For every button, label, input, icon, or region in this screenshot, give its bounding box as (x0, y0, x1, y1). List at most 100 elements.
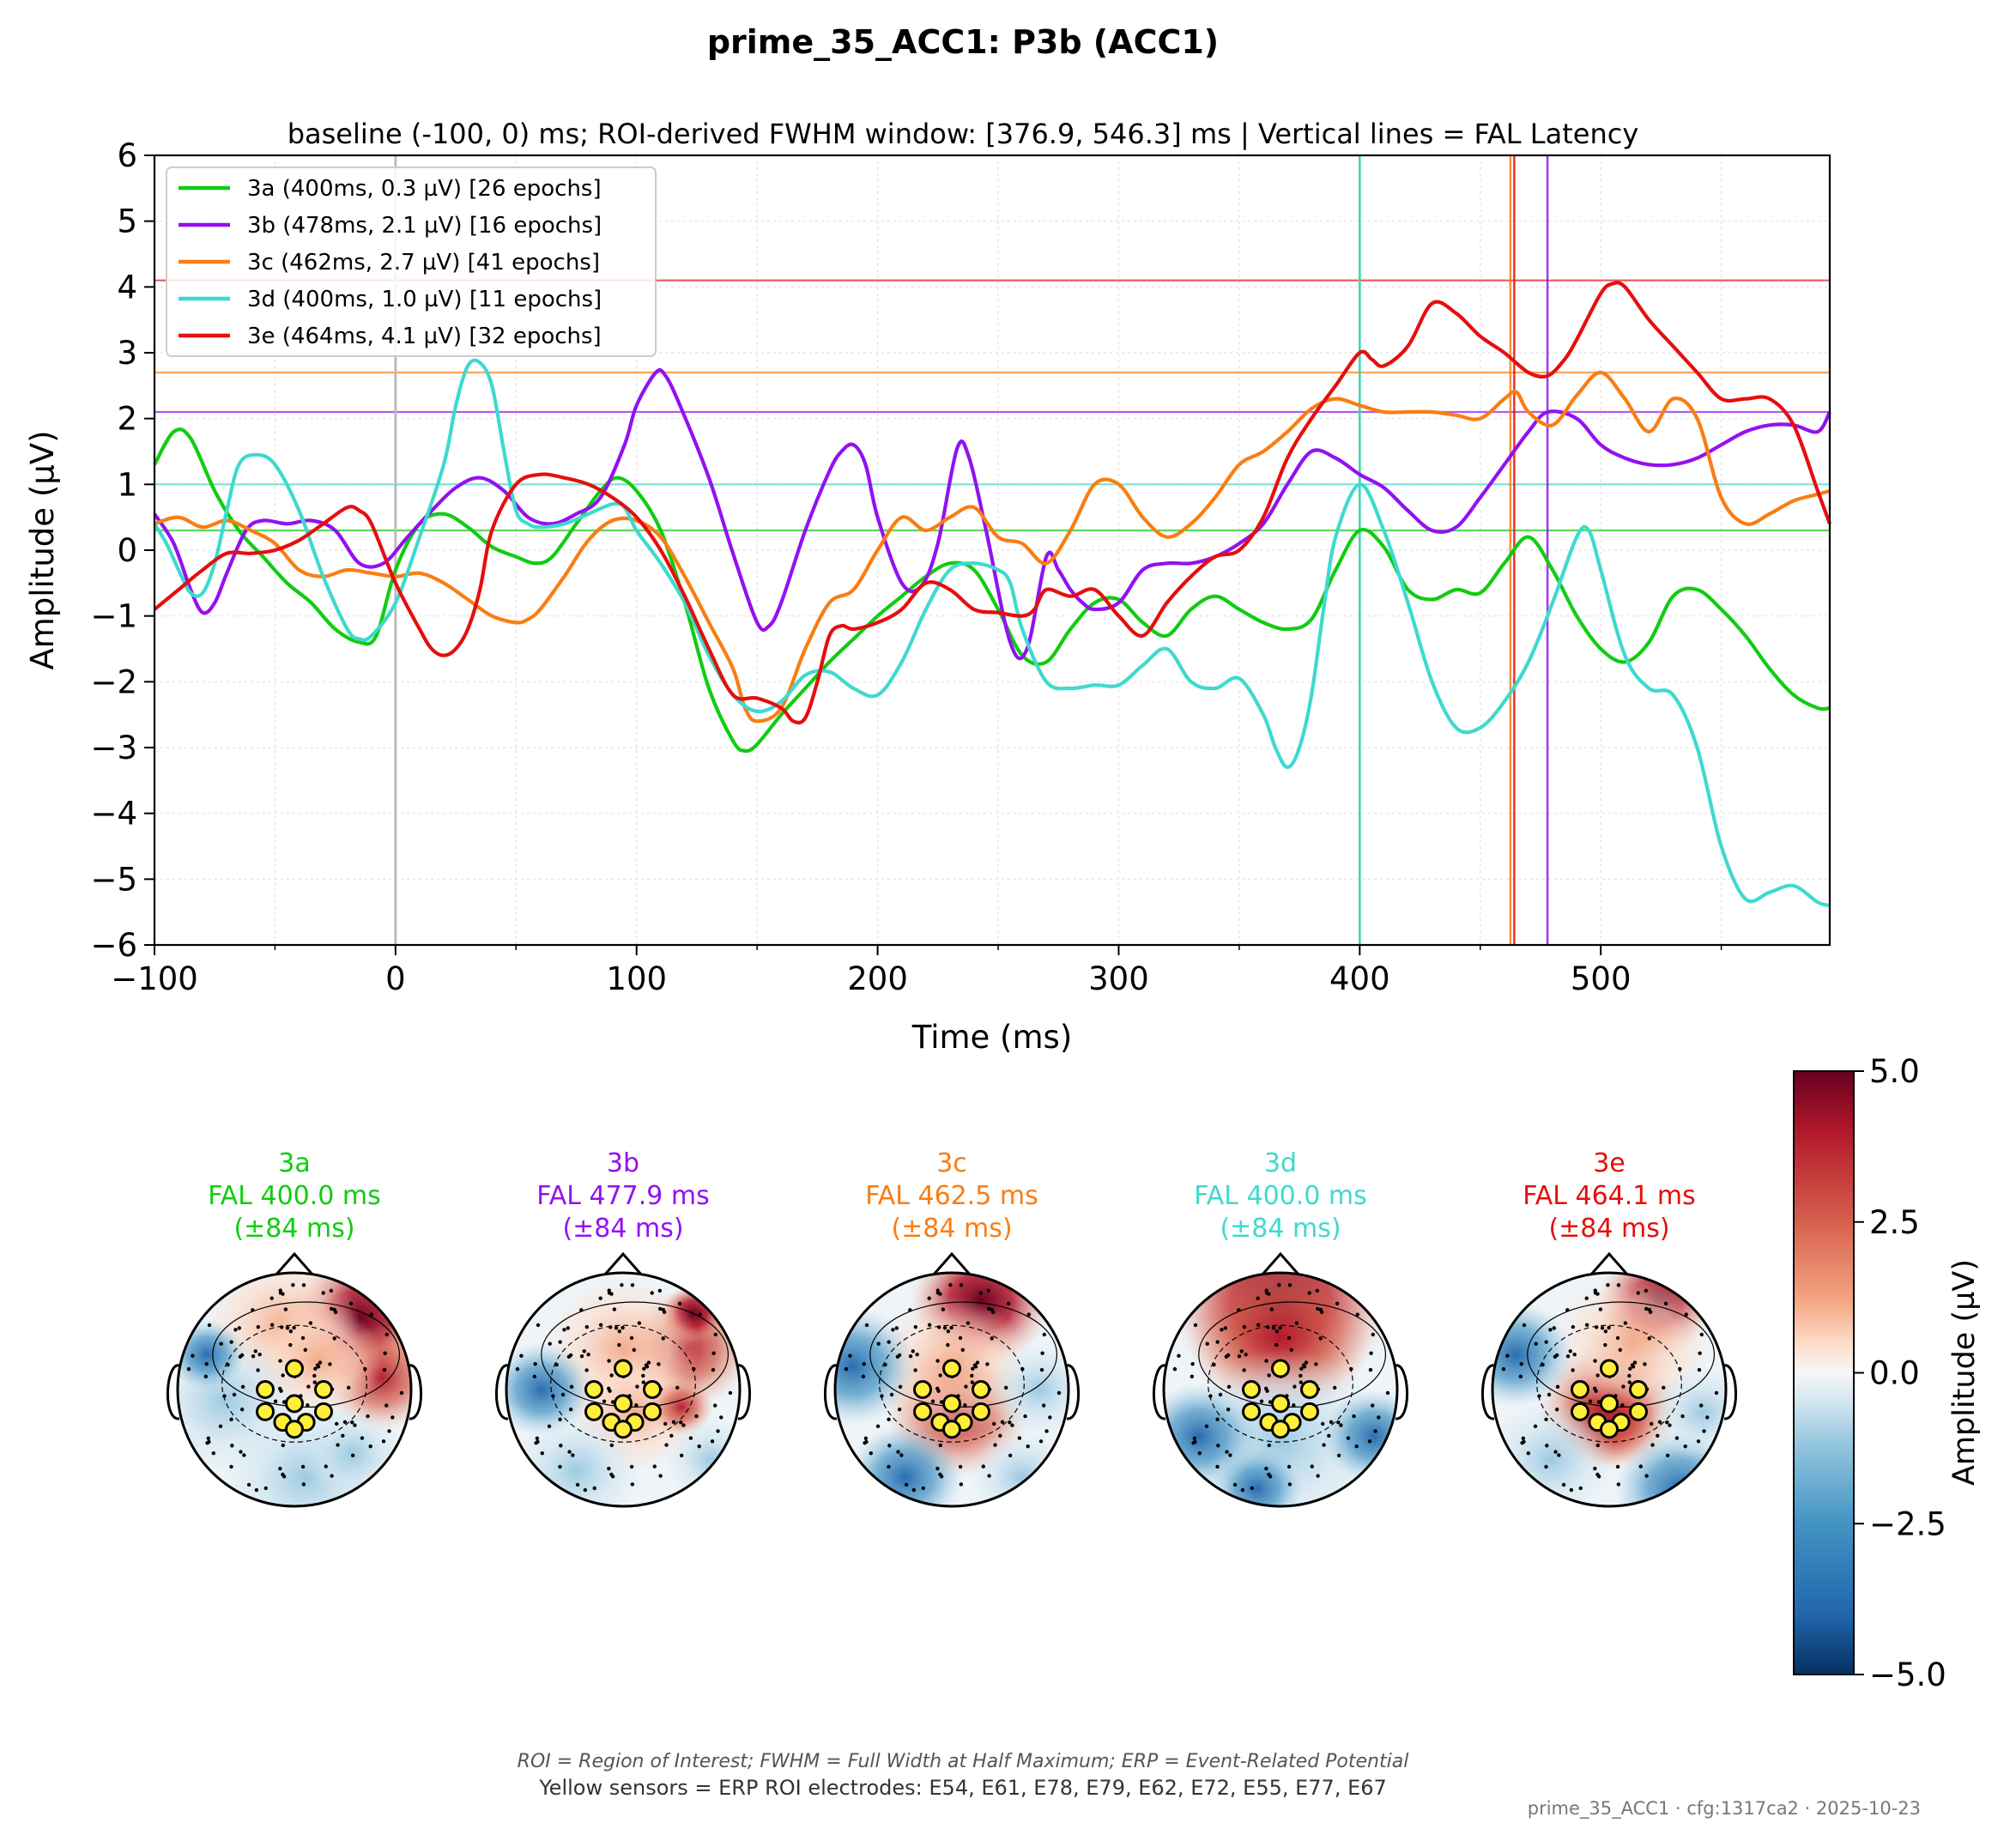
sensor-dot (1588, 1399, 1593, 1403)
sensor-dot (300, 1464, 306, 1469)
potential-blob (835, 1307, 917, 1425)
colorbar-tick-label: −5.0 (1869, 1656, 1946, 1693)
sensor-dot (710, 1439, 715, 1444)
sensor-dot (891, 1328, 895, 1332)
sensor-dot (1244, 1353, 1248, 1357)
sensor-dot (887, 1444, 892, 1448)
sensor-dot (1259, 1399, 1264, 1403)
sensor-dot (1698, 1351, 1702, 1355)
sensor-dot (229, 1340, 233, 1344)
roi-electrode (1571, 1402, 1589, 1421)
sensor-dot (1010, 1423, 1014, 1427)
sensor-dot (1327, 1433, 1331, 1438)
sensor-dot (1008, 1453, 1013, 1458)
sensor-dot (844, 1366, 849, 1372)
sensor-dot (263, 1486, 268, 1491)
sensor-dot (1218, 1392, 1223, 1397)
y-tick-label: 6 (117, 137, 137, 174)
sensor-dot (1615, 1464, 1620, 1469)
sensor-dot (515, 1366, 520, 1372)
sensor-dot (312, 1373, 317, 1378)
sensor-dot (348, 1301, 354, 1306)
sensor-dot (560, 1392, 566, 1397)
erp-axes-title: baseline (-100, 0) ms; ROI-derived FWHM … (288, 118, 1639, 150)
sensor-dot (366, 1414, 370, 1419)
sensor-dot (1274, 1329, 1280, 1334)
sensor-dot (1215, 1417, 1220, 1422)
sensor-dot (987, 1306, 991, 1311)
sensor-dot (1618, 1347, 1622, 1353)
sensor-dot (1636, 1291, 1640, 1295)
sensor-dot (1039, 1367, 1044, 1372)
nose-shape (274, 1251, 315, 1276)
sensor-dot (614, 1326, 619, 1330)
sensor-dot (1521, 1436, 1526, 1441)
sensor-dot (1554, 1408, 1559, 1412)
sensor-dot (927, 1296, 931, 1300)
sensor-dot (341, 1433, 345, 1438)
sensor-dot (1216, 1444, 1220, 1448)
sensor-dot (629, 1335, 634, 1341)
sensor-dot (1544, 1340, 1548, 1344)
roi-electrode (285, 1420, 304, 1439)
sensor-dot (548, 1341, 552, 1346)
y-tick-label: −5 (90, 861, 137, 898)
y-tick-label: 0 (117, 532, 137, 569)
y-axis-label: Amplitude (µV) (24, 430, 61, 669)
sensor-dot (930, 1399, 935, 1403)
sensor-dot (1056, 1390, 1062, 1396)
y-tick-label: −1 (90, 598, 137, 635)
sensor-dot (1607, 1325, 1611, 1330)
sensor-dot (875, 1424, 881, 1429)
sensor-dot (251, 1308, 255, 1312)
roi-electrode (643, 1380, 662, 1399)
sensor-dot (567, 1450, 572, 1454)
sensor-dot (617, 1342, 621, 1347)
sensor-dot (1584, 1323, 1589, 1327)
sensor-dot (642, 1366, 646, 1371)
sensor-dot (1044, 1429, 1049, 1433)
legend: 3a (400ms, 0.3 µV) [26 epochs] 3b (478ms,… (166, 167, 657, 357)
sensor-dot (663, 1421, 668, 1426)
sensor-dot (1593, 1291, 1598, 1295)
sensor-dot (347, 1385, 351, 1390)
sensor-dot (315, 1363, 320, 1367)
sensor-dot (958, 1335, 963, 1341)
sensor-dot (987, 1474, 991, 1478)
sensor-dot (911, 1487, 917, 1493)
y-tick-label: 5 (117, 203, 137, 240)
sensor-dot (679, 1420, 683, 1425)
sensor-dot (1352, 1414, 1356, 1419)
sensor-dot (711, 1351, 716, 1355)
y-tick-label: 2 (117, 401, 137, 438)
sensor-dot (1368, 1367, 1373, 1372)
sensor-dot (946, 1329, 951, 1334)
sensor-dot (306, 1384, 311, 1389)
sensor-dot (312, 1380, 317, 1384)
potential-blob (506, 1342, 593, 1437)
roi-electrode (1629, 1380, 1648, 1399)
topomap-window-label: (±84 ms) (562, 1214, 683, 1244)
contour-line (550, 1324, 696, 1443)
sensor-dot (904, 1482, 909, 1487)
sensor-dot (1286, 1464, 1292, 1469)
sensor-dot (935, 1466, 940, 1471)
sensor-dot (558, 1340, 562, 1344)
sensor-dot (598, 1296, 602, 1300)
sensor-dot (191, 1354, 195, 1358)
sensor-dot (1621, 1384, 1626, 1389)
sensor-dot (1657, 1420, 1662, 1425)
sensor-dot (908, 1308, 912, 1312)
head-outline (505, 1271, 742, 1508)
sensor-dot (1678, 1366, 1682, 1372)
sensor-dot (256, 1324, 261, 1329)
sensor-dot (1632, 1360, 1638, 1365)
sensor-dot (864, 1323, 869, 1328)
sensor-dot (384, 1403, 389, 1408)
sensor-dot (1627, 1380, 1632, 1384)
sensor-dot (257, 1353, 262, 1357)
legend-entry-3b: 3b (478ms, 2.1 µV) [16 epochs] (247, 213, 602, 239)
